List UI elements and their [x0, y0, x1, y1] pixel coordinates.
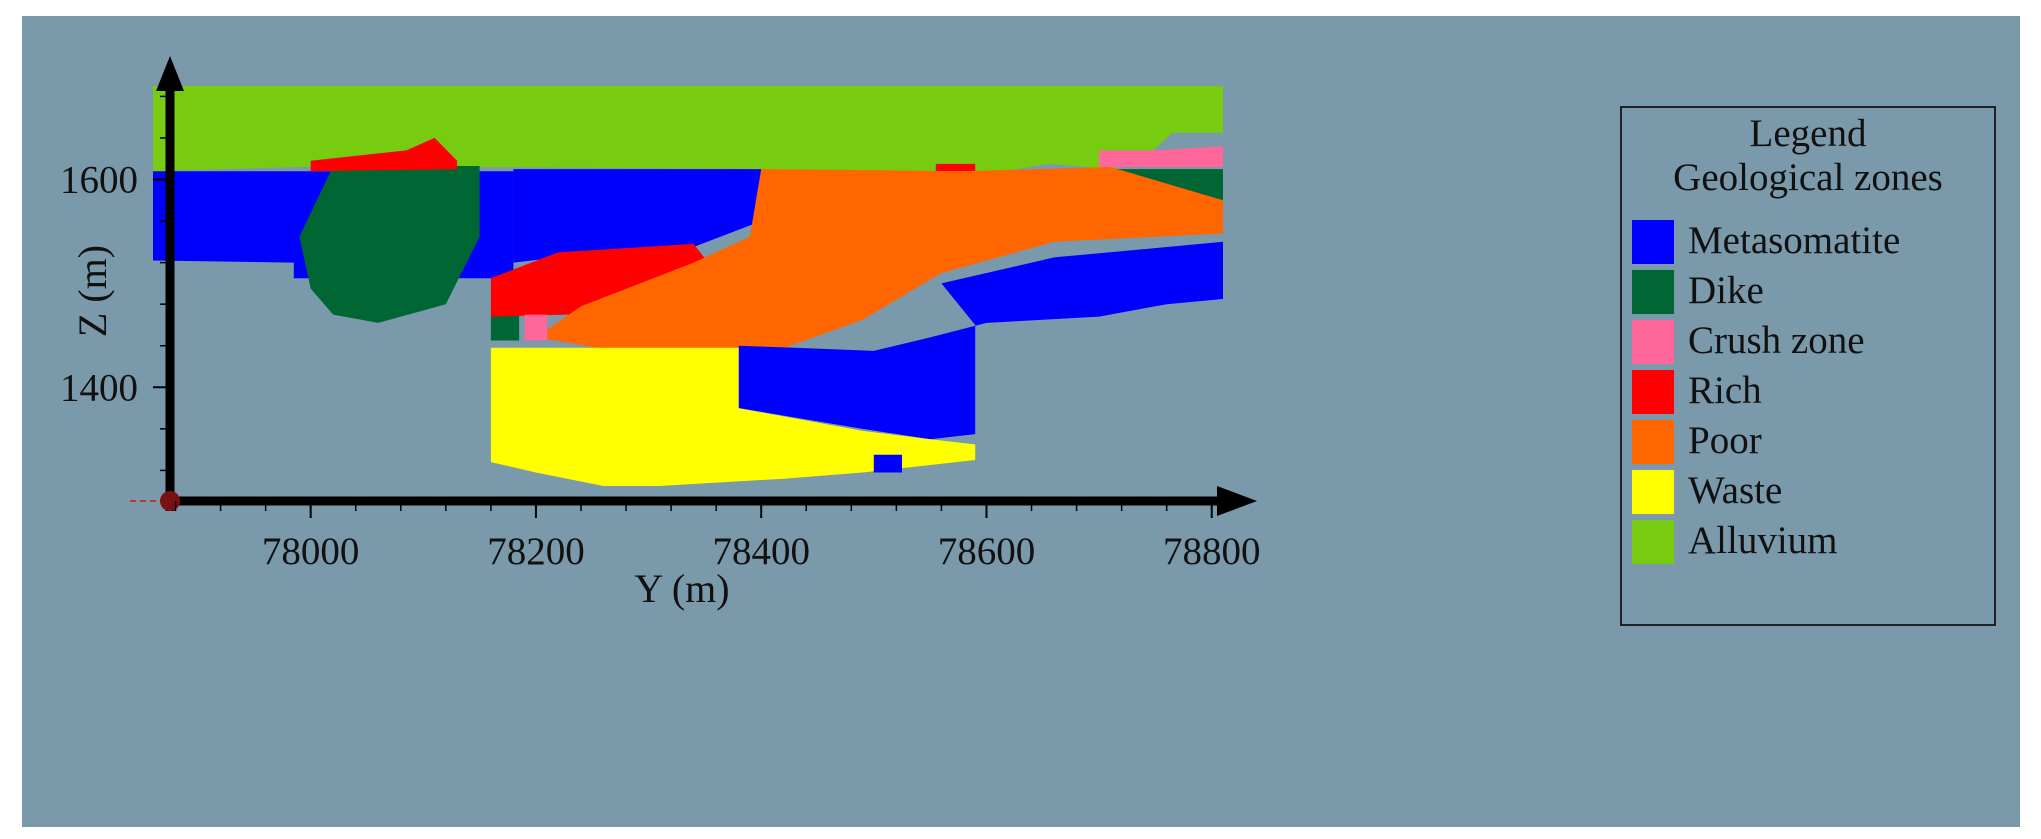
x-axis-arrow-icon	[1217, 486, 1257, 516]
legend-swatch	[1632, 220, 1674, 264]
x-tick-label: 78800	[1163, 530, 1261, 573]
chart-svg: 78000 78200 78400 78600 78800 1400 1600 Y (m)…	[60, 56, 1260, 611]
legend-label: Dike	[1688, 269, 1764, 312]
x-tick-label: 78600	[938, 530, 1036, 573]
zone-region-metasomatite	[738, 241, 1223, 440]
zone-region-dike	[299, 166, 480, 323]
legend-item: Rich	[1632, 366, 1992, 416]
legend-item: Poor	[1632, 416, 1992, 466]
legend-item: Dike	[1632, 266, 1992, 316]
zone-region-rich	[935, 163, 976, 172]
legend-item: Waste	[1632, 466, 1992, 516]
legend-label: Metasomatite	[1688, 219, 1901, 262]
legend-label: Poor	[1688, 419, 1762, 462]
y-axis-arrow-icon	[156, 56, 184, 91]
legend-title: Legend	[1749, 112, 1867, 155]
x-tick-label: 78400	[712, 530, 810, 573]
x-tick-label: 78000	[262, 530, 360, 573]
zone-region-metasomatite	[873, 454, 902, 473]
legend-label: Waste	[1688, 469, 1783, 512]
legend-label: Alluvium	[1688, 519, 1838, 562]
legend-item: Alluvium	[1632, 516, 1992, 566]
legend-label: Rich	[1688, 369, 1762, 412]
x-axis-label: Y (m)	[634, 566, 729, 611]
legend-subtitle: Geological zones	[1673, 156, 1943, 199]
legend-swatch	[1632, 370, 1674, 414]
y-tick-label: 1400	[60, 366, 138, 409]
legend: Legend Geological zones Metasomatite Dike…	[1620, 106, 1996, 626]
legend-swatch	[1632, 520, 1674, 564]
legend-swatch	[1632, 270, 1674, 314]
x-tick-label: 78200	[487, 530, 585, 573]
zone-region-waste	[490, 347, 976, 486]
y-ticks: 1400 1600	[60, 95, 170, 472]
axes: 78000 78200 78400 78600 78800 1400 1600 Y (m)…	[60, 56, 1260, 611]
legend-item: Crush zone	[1632, 316, 1992, 366]
legend-swatch	[1632, 420, 1674, 464]
zone-region-rich	[310, 137, 458, 172]
zone-region-metasomatite	[513, 169, 762, 263]
zone-regions	[153, 86, 1223, 486]
zone-region-crush-zone	[1099, 146, 1223, 167]
chart-frame: 78000 78200 78400 78600 78800 1400 1600 Y (m)…	[22, 16, 2020, 827]
legend-swatch	[1632, 320, 1674, 364]
legend-label: Crush zone	[1688, 319, 1865, 362]
origin-marker-icon	[160, 491, 180, 511]
zone-region-crush-zone	[524, 314, 548, 341]
legend-swatch	[1632, 470, 1674, 514]
y-axis-label: Z (m)	[70, 245, 115, 337]
legend-item: Metasomatite	[1632, 216, 1992, 266]
zone-region-dike	[490, 314, 520, 341]
zone-region-poor	[535, 167, 1223, 357]
x-ticks: 78000 78200 78400 78600 78800	[174, 501, 1261, 573]
y-tick-label: 1600	[60, 159, 138, 202]
